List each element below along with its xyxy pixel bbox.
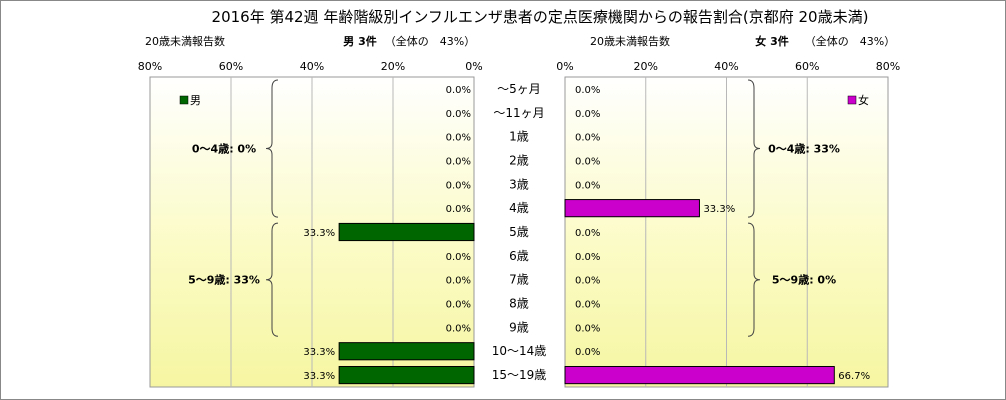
right-tick-label: 0% [556,60,573,73]
category-label: 2歳 [509,153,529,167]
left-value-label: 0.0% [446,85,471,96]
category-label: 3歳 [509,177,529,191]
legend-label-female: 女 [858,93,869,107]
left-value-label: 0.0% [446,300,471,311]
right-value-label: 0.0% [575,300,600,311]
category-label: 5歳 [509,225,529,239]
category-label: ～11ヶ月 [493,106,544,120]
right-value-label: 33.3% [703,204,735,215]
category-label: 6歳 [509,249,529,263]
left-header: 男 3件 [343,34,376,48]
right-group-bracket [747,79,761,218]
left-tick-label: 20% [381,60,405,73]
left-tick-label: 60% [219,60,243,73]
right-value-label: 0.0% [575,133,600,144]
left-value-label: 0.0% [446,252,471,263]
category-label: 9歳 [509,320,529,334]
chart-title: 2016年 第42週 年齢階級別インフルエンザ患者の定点医療機関からの報告割合(… [212,8,869,26]
left-value-label: 0.0% [446,276,471,287]
left-value-label: 0.0% [446,133,471,144]
legend-swatch-female [847,95,857,105]
right-value-label: 0.0% [575,228,600,239]
left-value-label: 33.3% [303,228,335,239]
right-value-label: 0.0% [575,180,600,191]
right-value-label: 0.0% [575,156,600,167]
left-group-label: 0～4歳: 0% [192,142,256,156]
right-value-label: 0.0% [575,109,600,120]
right-value-label: 0.0% [575,276,600,287]
left-value-label: 0.0% [446,156,471,167]
right-value-label: 0.0% [575,347,600,358]
right-value-label: 0.0% [575,85,600,96]
left-value-label: 0.0% [446,323,471,334]
legend-swatch-male [179,95,189,105]
left-tick-label: 80% [138,60,162,73]
left-value-label: 33.3% [303,371,335,382]
left-bar [338,365,475,385]
left-value-label: 0.0% [446,204,471,215]
right-value-label: 0.0% [575,323,600,334]
category-label: 4歳 [509,201,529,215]
right-tick-label: 80% [876,60,900,73]
right-value-label: 66.7% [838,371,870,382]
category-label: 8歳 [509,297,529,311]
left-tick-label: 0% [465,60,482,73]
left-group-bracket [265,79,279,218]
right-group-bracket [747,222,761,337]
left-caption: 20歳未満報告数 [145,35,225,48]
left-value-label: 33.3% [303,347,335,358]
right-bar [564,365,835,385]
left-share: （全体の 43%） [385,34,475,48]
right-value-label: 0.0% [575,252,600,263]
right-group-label: 0～4歳: 33% [768,142,840,156]
right-caption: 20歳未満報告数 [590,35,670,48]
category-label: 7歳 [509,273,529,287]
left-group-label: 5～9歳: 33% [188,273,260,287]
left-bar [338,222,475,242]
left-value-label: 0.0% [446,109,471,120]
right-tick-label: 40% [714,60,738,73]
right-share: （全体の 43%） [805,34,895,48]
category-label: 10～14歳 [492,344,547,358]
legend-label-male: 男 [190,94,201,107]
category-label: 1歳 [509,130,529,144]
category-label: ～5ヶ月 [497,82,541,96]
left-bar [338,342,475,361]
left-tick-label: 40% [300,60,324,73]
right-tick-label: 60% [795,60,819,73]
right-bar [564,199,700,218]
category-label: 15～19歳 [492,368,547,382]
right-header: 女 3件 [755,34,788,48]
left-value-label: 0.0% [446,180,471,191]
right-tick-label: 20% [634,60,658,73]
left-group-bracket [265,222,279,337]
right-group-label: 5～9歳: 0% [772,273,836,287]
